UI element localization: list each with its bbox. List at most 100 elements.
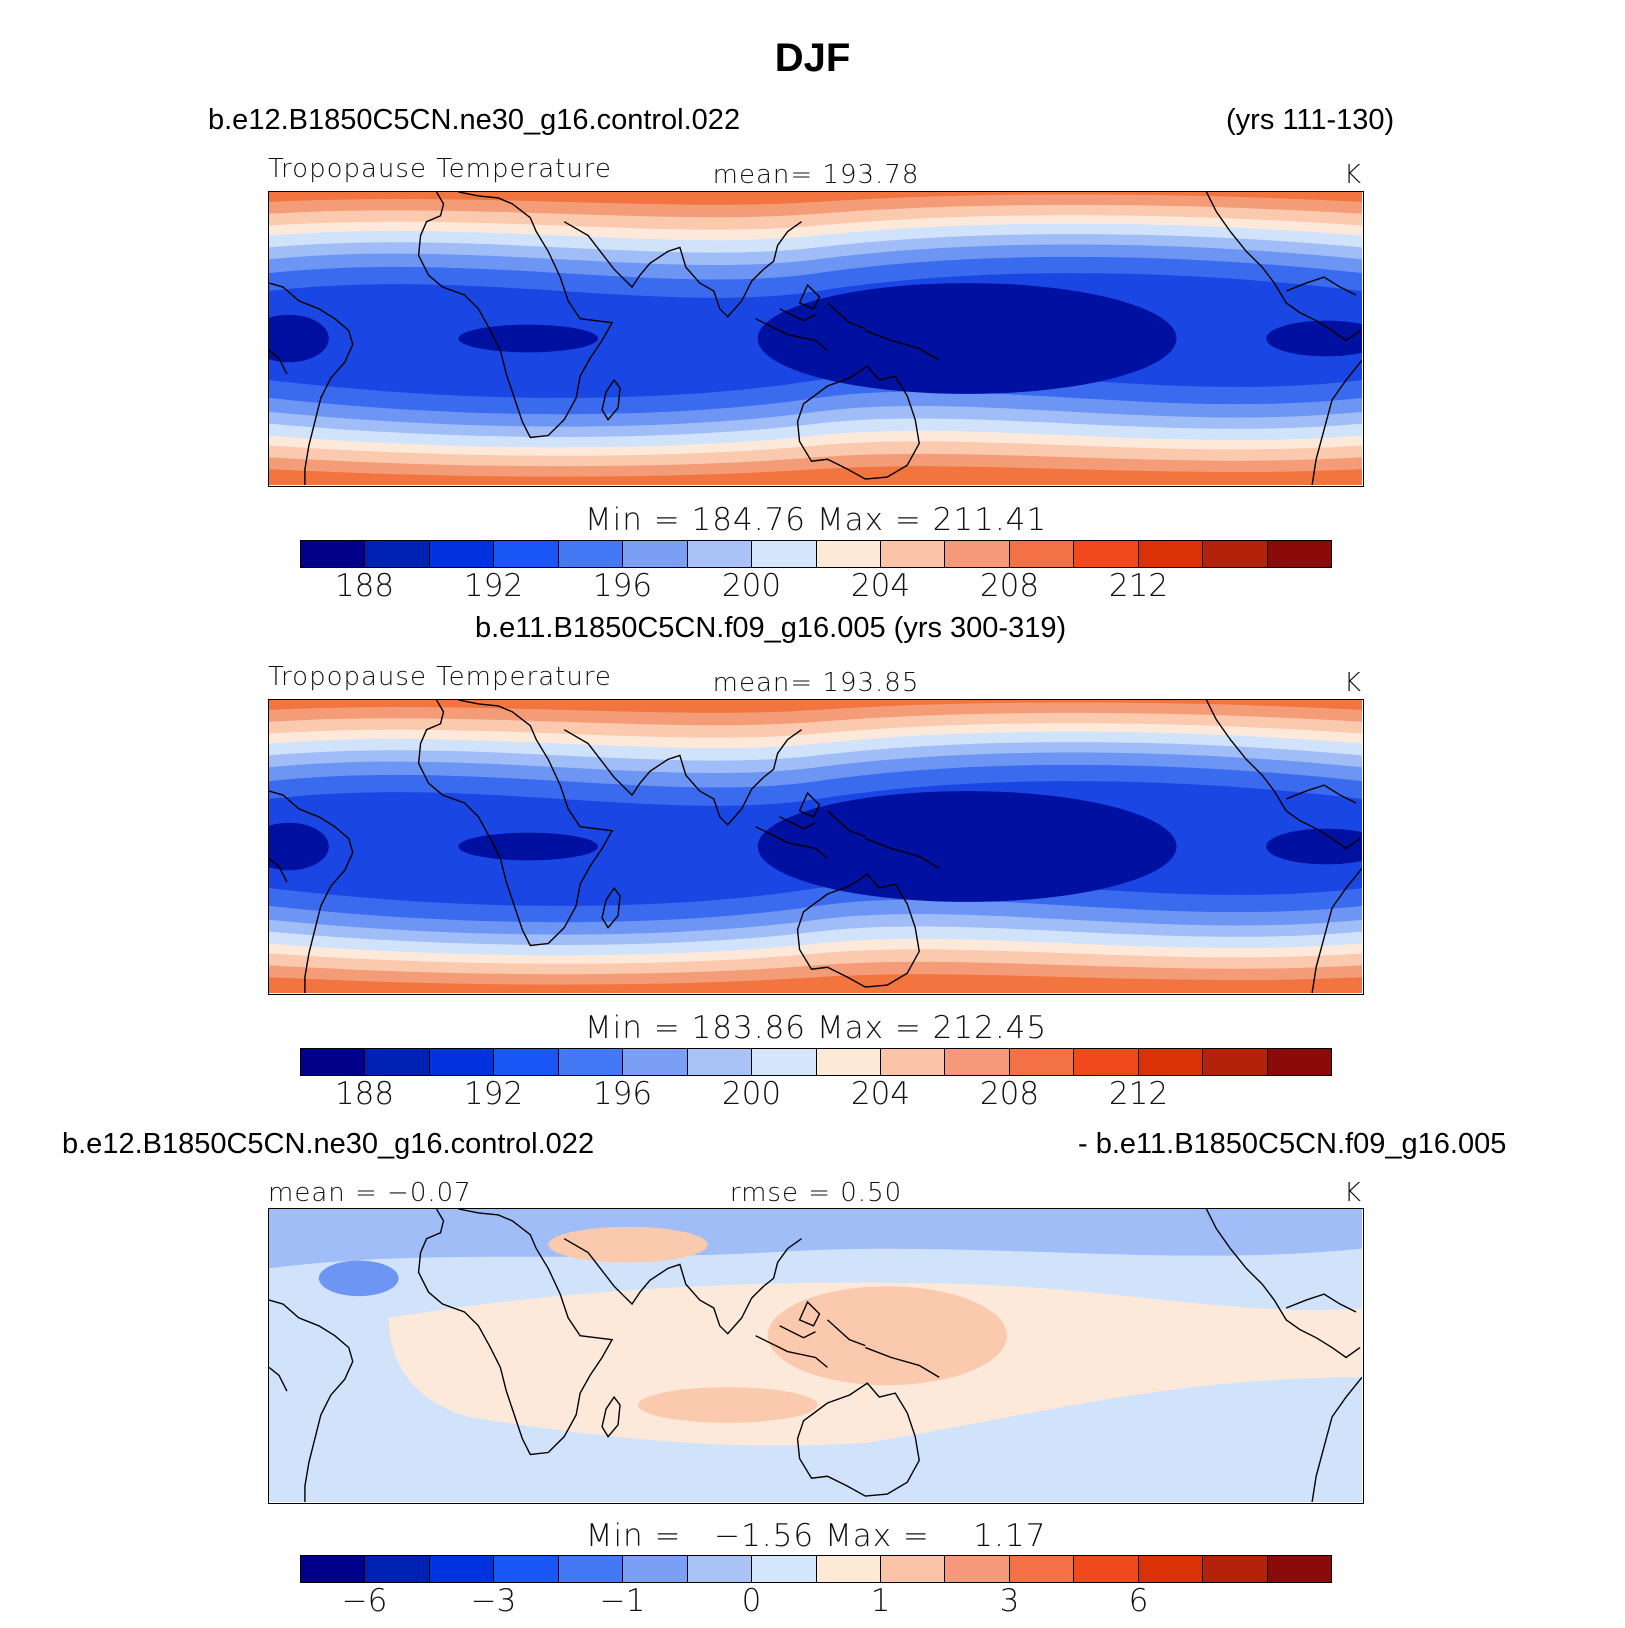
colorbar-swatch	[623, 1556, 688, 1582]
coastline	[417, 699, 614, 947]
coastlines	[268, 699, 1363, 994]
coastline	[417, 191, 614, 439]
coastline	[268, 857, 288, 883]
colorbar-tick-label: 208	[979, 568, 1040, 604]
colorbar-tick-label: 0	[741, 1583, 762, 1619]
coastline	[601, 378, 621, 421]
panel3-case-name: b.e12.B1850C5CN.ne30_g16.control.022	[62, 1128, 595, 1160]
coastline	[563, 221, 802, 318]
colorbar-swatch	[301, 1556, 366, 1582]
colorbar-swatch	[429, 541, 495, 567]
colorbar-swatch	[429, 1556, 495, 1582]
map-band	[318, 1260, 399, 1297]
colorbar-swatch	[1074, 1556, 1139, 1582]
panel1-years: (yrs 111-130)	[1226, 104, 1395, 136]
colorbar-tick-label: 6	[1128, 1583, 1149, 1619]
panel2-map-svg	[249, 699, 1386, 994]
coastline	[798, 283, 821, 310]
colorbar-swatch	[494, 1556, 559, 1582]
coastline	[1311, 867, 1363, 994]
panel2-colorbar	[300, 1048, 1332, 1076]
colorbar-swatch	[558, 1556, 624, 1582]
panel1-variable-label: Tropopause Temperature	[268, 154, 612, 184]
colorbar-swatch	[816, 541, 881, 567]
colorbar-swatch	[880, 1556, 946, 1582]
colorbar-swatch	[365, 541, 430, 567]
colorbar-tick-label: 188	[334, 1076, 395, 1112]
colorbar-tick-label: 200	[721, 568, 782, 604]
colorbar-swatch	[558, 1049, 624, 1075]
colorbar-tick-label: 204	[850, 1076, 911, 1112]
colorbar-tick-label: 208	[979, 1076, 1040, 1112]
panel3-rmse-label: rmse = 0.50	[729, 1178, 903, 1208]
coastline	[268, 1366, 288, 1392]
colorbar-tick-label: 196	[592, 1076, 653, 1112]
colorbar-swatch	[1203, 1556, 1268, 1582]
panel2-ticks: 188 192 196 200 204 208 212	[0, 1076, 1625, 1116]
panel1-map-svg	[249, 191, 1386, 486]
figure-title: DJF	[774, 36, 851, 80]
colorbar-swatch	[1267, 1556, 1331, 1582]
coastline	[1311, 359, 1363, 486]
colorbar-swatch	[1009, 541, 1075, 567]
coastline	[563, 1238, 802, 1335]
panel3-units-label: K	[1343, 1178, 1362, 1208]
map-core	[1266, 320, 1386, 357]
panel3-reference-case: - b.e11.B1850C5CN.f09_g16.005	[1078, 1128, 1507, 1160]
map-band	[637, 1387, 818, 1423]
map-core	[1266, 828, 1386, 865]
colorbar-swatch	[1203, 541, 1268, 567]
coastline	[796, 365, 920, 480]
colorbar-tick-label: 212	[1108, 1076, 1169, 1112]
map-core	[757, 791, 1177, 902]
map-band	[548, 1226, 708, 1263]
coastline	[798, 1300, 821, 1327]
coastline	[268, 1299, 354, 1502]
colorbar-swatch	[1009, 1049, 1075, 1075]
colorbar-swatch	[752, 541, 817, 567]
panel2-units-label: K	[1343, 668, 1362, 698]
colorbar-swatch	[494, 541, 559, 567]
colorbar-swatch	[880, 541, 946, 567]
panel3-map-svg	[268, 1208, 1363, 1503]
panel1-units-label: K	[1343, 160, 1362, 190]
colorbar-swatch	[1138, 1556, 1204, 1582]
map-band	[767, 1286, 1007, 1386]
coastline	[798, 791, 821, 818]
panel3-ticks: −6 −3 −1 0 1 3 6	[0, 1583, 1625, 1623]
colorbar-swatch	[558, 541, 624, 567]
coastline	[268, 790, 354, 993]
panel1-case-name: b.e12.B1850C5CN.ne30_g16.control.022	[208, 104, 741, 136]
panel3-map	[268, 1208, 1364, 1504]
coastlines	[268, 1208, 1363, 1503]
colorbar-tick-label: 1	[870, 1583, 891, 1619]
colorbar-tick-label: 192	[463, 1076, 524, 1112]
colorbar-tick-label: 192	[463, 568, 524, 604]
colorbar-tick-label: −1	[599, 1583, 646, 1619]
coastline	[417, 1208, 614, 1456]
colorbar-swatch	[752, 1049, 817, 1075]
panel3-min-max: Min = −1.56 Max = 1.17	[585, 1518, 1047, 1554]
panel2-variable-label: Tropopause Temperature	[268, 662, 612, 692]
coastline	[1285, 784, 1357, 804]
coastline	[1205, 1208, 1361, 1359]
coastline	[268, 349, 288, 375]
coastline	[796, 873, 920, 988]
colorbar-tick-label: 204	[850, 568, 911, 604]
panel2-mean-label: mean= 193.85	[712, 668, 920, 698]
coastline	[601, 886, 621, 929]
panel2-map	[249, 699, 1386, 995]
panel3-mean-label: mean = −0.07	[268, 1178, 472, 1208]
panel1-ticks: 188 192 196 200 204 208 212	[0, 568, 1625, 608]
colorbar-swatch	[365, 1049, 430, 1075]
panel1-mean-label: mean= 193.78	[712, 160, 920, 190]
colorbar-swatch	[623, 1049, 688, 1075]
coastline	[1205, 191, 1361, 342]
panel1-colorbar	[300, 540, 1332, 568]
colorbar-tick-label: 200	[721, 1076, 782, 1112]
colorbar-swatch	[1267, 541, 1331, 567]
coastline	[1285, 1293, 1357, 1313]
colorbar-swatch	[945, 1556, 1010, 1582]
colorbar-swatch	[365, 1556, 430, 1582]
map-band	[269, 1209, 1362, 1269]
